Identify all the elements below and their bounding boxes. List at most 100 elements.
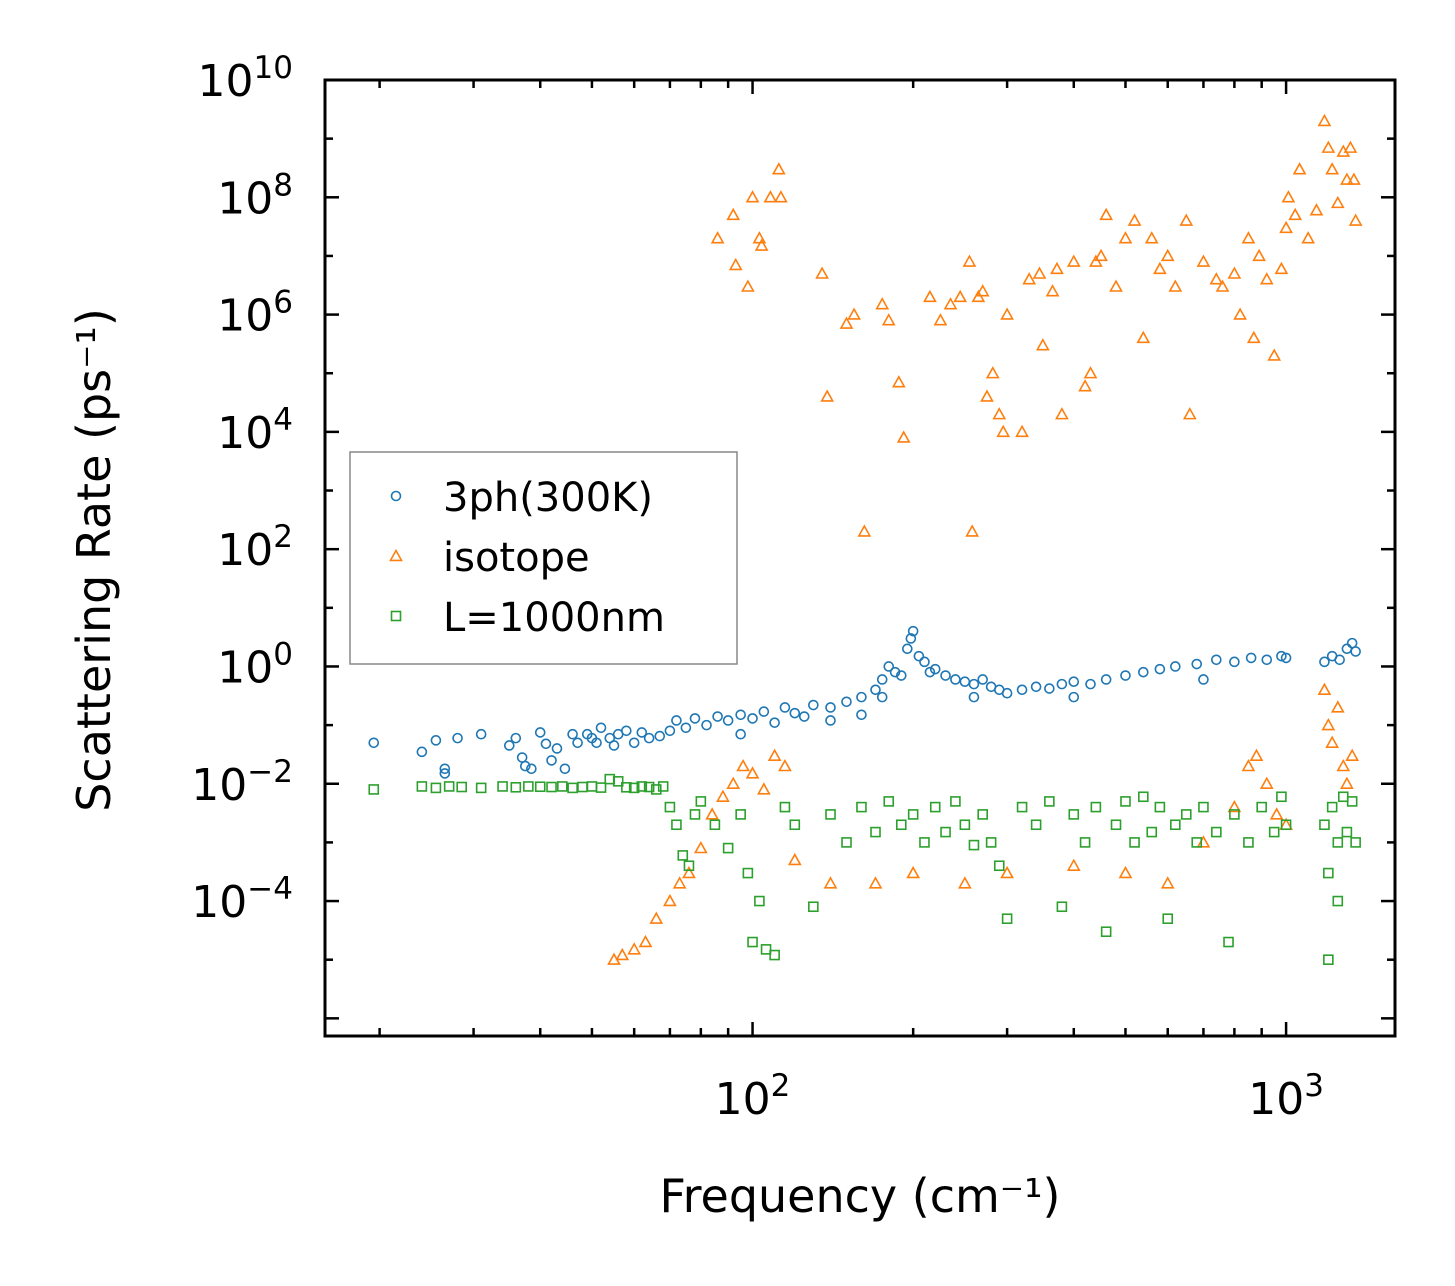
data-point [1341,826,1353,838]
data-point [1180,809,1192,820]
x-tick-label: 102 [715,1068,791,1125]
data-point [1301,231,1316,244]
data-point [1350,837,1361,848]
data-point [1332,837,1344,848]
data-point [1309,203,1324,216]
data-point [958,876,972,889]
data-point [1348,213,1363,226]
data-point [1154,801,1166,813]
series-0 [368,625,1361,779]
data-point [1279,220,1293,234]
data-point [1068,809,1080,820]
y-axis-title: Scattering Rate (ps⁻¹) [67,308,121,812]
data-point [1179,213,1194,226]
data-point [430,782,442,794]
data-point [735,709,746,721]
data-point [546,755,557,766]
data-point [1326,801,1338,813]
data-point [962,254,977,267]
y-tick-label: 108 [217,167,293,224]
y-tick-label: 10−4 [191,871,293,928]
data-point [959,676,971,687]
data-point [913,650,925,662]
data-point [1323,867,1334,879]
data-point [1032,266,1047,279]
data-point [985,366,1000,379]
data-point [1001,687,1013,699]
data-point [1211,826,1222,838]
data-point [1154,663,1166,675]
data-point [929,663,941,675]
data-point [1198,801,1209,813]
data-point [1261,654,1273,666]
data-point [709,819,721,831]
data-point [1340,776,1354,789]
data-point [726,207,741,221]
data-point [649,911,664,924]
data-point [870,684,881,696]
data-point [595,722,607,734]
data-point [612,776,624,787]
data-point [769,717,780,728]
data-point [1138,666,1149,678]
data-point [1229,656,1240,668]
data-point [710,231,725,244]
data-point [870,826,881,838]
data-point [929,801,941,813]
data-point [959,819,971,831]
data-point [881,313,896,326]
data-point [868,876,883,889]
data-point [745,766,760,779]
data-point [1346,796,1358,807]
data-point [1168,279,1183,292]
data-point [1319,656,1330,668]
data-point [654,730,666,742]
data-point [760,944,772,955]
data-point [452,732,463,744]
legend-label: isotope [443,535,590,581]
data-point [1274,261,1289,275]
data-point [1191,837,1203,848]
data-point [1120,670,1131,681]
data-point [875,297,890,310]
data-point [1321,140,1336,153]
data-point [825,702,836,713]
x-tick-label: 103 [1248,1068,1324,1125]
data-point [683,860,695,872]
data-point [747,936,758,948]
data-point [1245,652,1257,664]
data-point [980,389,994,402]
data-point [950,796,961,807]
data-point [519,760,531,772]
data-point [1259,272,1274,285]
data-point [1317,113,1332,127]
data-point [883,796,895,807]
y-tick-label: 104 [217,402,293,459]
data-point [825,715,836,726]
data-point [443,781,455,792]
data-point [940,670,951,681]
data-point [841,837,852,848]
data-point [993,860,1005,872]
data-point [742,867,754,879]
legend-box [349,451,738,665]
legend-item: L=1000nm [390,595,665,641]
data-point [1110,819,1122,831]
data-point [1078,379,1092,392]
data-point [557,781,568,792]
data-point [722,715,734,726]
data-point [1268,826,1280,838]
data-point [1100,926,1112,938]
data-point [1321,717,1336,731]
data-point [907,809,919,820]
data-point [767,748,782,761]
data-point [857,524,872,537]
data-point [771,162,786,175]
data-point [856,709,867,721]
data-point [1336,758,1351,772]
data-point [1000,307,1014,320]
data-point [1144,231,1159,244]
data-point [876,691,888,703]
data-point [586,781,598,792]
data-point [950,674,961,685]
